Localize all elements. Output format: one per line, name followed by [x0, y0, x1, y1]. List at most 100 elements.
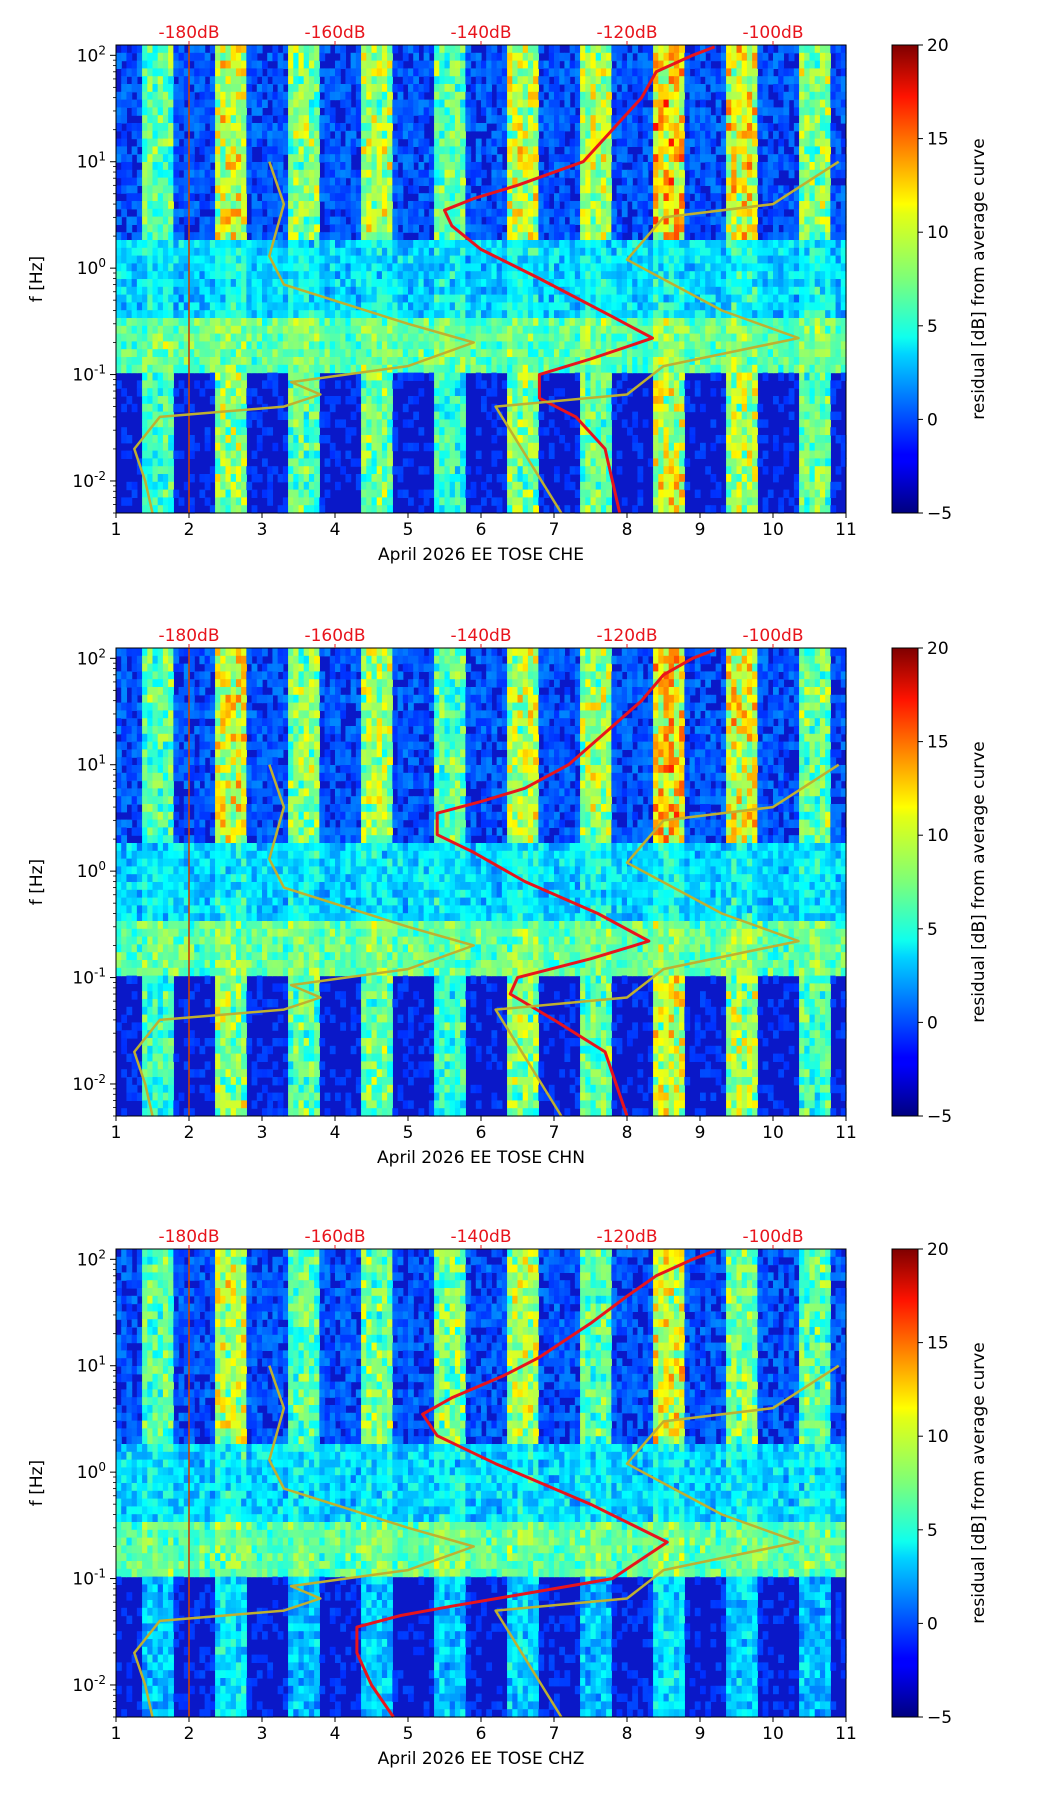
heat-cell [627, 349, 633, 358]
heat-cell [308, 380, 315, 389]
heat-cell [559, 255, 566, 264]
heat-cell [559, 216, 566, 225]
heat-cell [293, 279, 300, 288]
heat-cell [267, 271, 274, 280]
heat-cell [538, 349, 545, 358]
heat-cell [371, 107, 378, 116]
heat-cell [225, 224, 232, 233]
heat-cell [303, 411, 310, 420]
heat-cell [355, 255, 362, 264]
heat-cell [475, 60, 482, 69]
heat-cell [335, 123, 341, 132]
heat-cell [298, 91, 305, 101]
heat-cell [220, 357, 227, 366]
heat-cell [272, 318, 279, 327]
heat-cell [637, 84, 644, 93]
heat-cell [147, 357, 154, 366]
heat-cell [512, 310, 519, 319]
heat-cell [600, 489, 607, 498]
heat-cell [376, 247, 383, 257]
heat-cell [215, 146, 221, 155]
heat-cell [366, 286, 373, 296]
heat-cell [173, 107, 180, 116]
heat-cell [157, 107, 164, 116]
heat-cell [600, 263, 607, 272]
heat-cell [444, 349, 451, 358]
heat-cell [157, 154, 164, 163]
heat-cell [574, 76, 581, 85]
heat-cell [168, 224, 174, 233]
heat-cell [621, 286, 628, 296]
heat-cell [178, 286, 185, 296]
heat-cell [178, 349, 185, 358]
heat-cell [507, 255, 513, 264]
heat-cell [606, 474, 612, 483]
heat-cell [632, 364, 639, 374]
heat-cell [168, 169, 174, 179]
heat-cell [126, 271, 133, 280]
heat-cell [282, 91, 289, 101]
heat-cell [434, 271, 440, 280]
heat-cell [611, 310, 618, 319]
heat-cell [288, 481, 294, 491]
heat-cell [319, 68, 326, 77]
heat-cell [522, 169, 529, 179]
heat-cell [293, 458, 300, 467]
heat-cell [157, 232, 164, 241]
heat-cell [241, 474, 247, 483]
heat-cell [387, 216, 393, 225]
heat-cell [454, 177, 461, 186]
heat-cell [157, 286, 164, 296]
heat-cell [162, 185, 169, 194]
heat-cell [418, 341, 425, 350]
heat-cell [168, 302, 174, 311]
heat-cell [444, 458, 451, 467]
heat-cell [517, 466, 524, 475]
heat-cell [600, 279, 607, 288]
heat-cell [272, 107, 279, 116]
heat-cell [595, 216, 602, 225]
heat-cell [439, 247, 446, 257]
heat-cell [481, 396, 487, 405]
heat-cell [600, 372, 607, 381]
heat-cell [408, 107, 414, 116]
heat-cell [235, 435, 242, 444]
heat-cell [147, 255, 154, 264]
heat-cell [606, 146, 612, 155]
heat-cell [199, 107, 206, 116]
heat-cell [439, 271, 446, 280]
heat-cell [308, 341, 315, 350]
heat-cell [580, 130, 586, 140]
heat-cell [408, 240, 414, 249]
heat-cell [345, 208, 352, 218]
heat-cell [225, 99, 232, 108]
heat-cell [392, 310, 399, 319]
heat-cell [178, 52, 185, 62]
heat-cell [230, 52, 237, 62]
heat-cell [387, 442, 393, 452]
heat-cell [303, 232, 310, 241]
heat-cell [215, 201, 221, 210]
heat-cell [162, 216, 169, 225]
heat-cell [627, 427, 633, 436]
heat-cell [246, 419, 253, 428]
heat-cell [647, 193, 654, 202]
heat-cell [272, 294, 279, 303]
heat-cell [418, 146, 425, 155]
heat-cell [168, 349, 174, 358]
heat-cell [131, 349, 138, 358]
heat-cell [449, 481, 456, 491]
heat-cell [178, 255, 185, 264]
heat-cell [204, 107, 211, 116]
heat-cell [507, 193, 513, 202]
heat-cell [355, 302, 362, 311]
heat-cell [428, 154, 435, 163]
heat-cell [627, 130, 633, 140]
heat-cell [501, 169, 508, 179]
heat-cell [554, 357, 560, 366]
heat-cell [637, 138, 644, 147]
heat-cell [298, 247, 305, 257]
heat-cell [147, 279, 154, 288]
heat-cell [616, 216, 623, 225]
heat-cell [434, 146, 440, 155]
